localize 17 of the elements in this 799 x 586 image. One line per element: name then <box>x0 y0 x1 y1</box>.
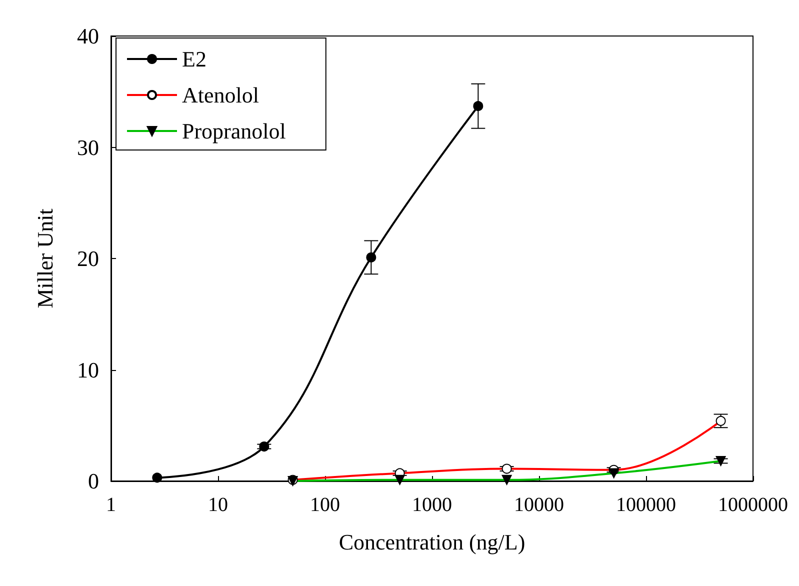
y-tick-label: 10 <box>77 357 99 382</box>
x-tick-label: 1 <box>106 494 116 516</box>
legend-label: Atenolol <box>182 82 259 108</box>
y-tick-label: 0 <box>88 468 99 494</box>
x-tick-label: 1000000 <box>718 494 788 516</box>
x-tick-label: 10000 <box>514 494 564 516</box>
y-tick-label: 20 <box>77 246 99 271</box>
x-tick-label: 100000 <box>616 494 676 516</box>
x-tick-label: 10 <box>208 494 228 516</box>
x-axis-title: Concentration (ng/L) <box>338 530 526 554</box>
y-axis-title: Miller Unit <box>32 208 58 308</box>
legend-label: E2 <box>182 46 206 72</box>
x-tick-label: 100 <box>310 494 340 516</box>
y-tick-label: 40 <box>77 24 99 48</box>
legend-label: Propranolol <box>182 118 286 144</box>
x-tick-label: 1000 <box>412 494 452 516</box>
y-tick-label: 30 <box>77 134 99 160</box>
